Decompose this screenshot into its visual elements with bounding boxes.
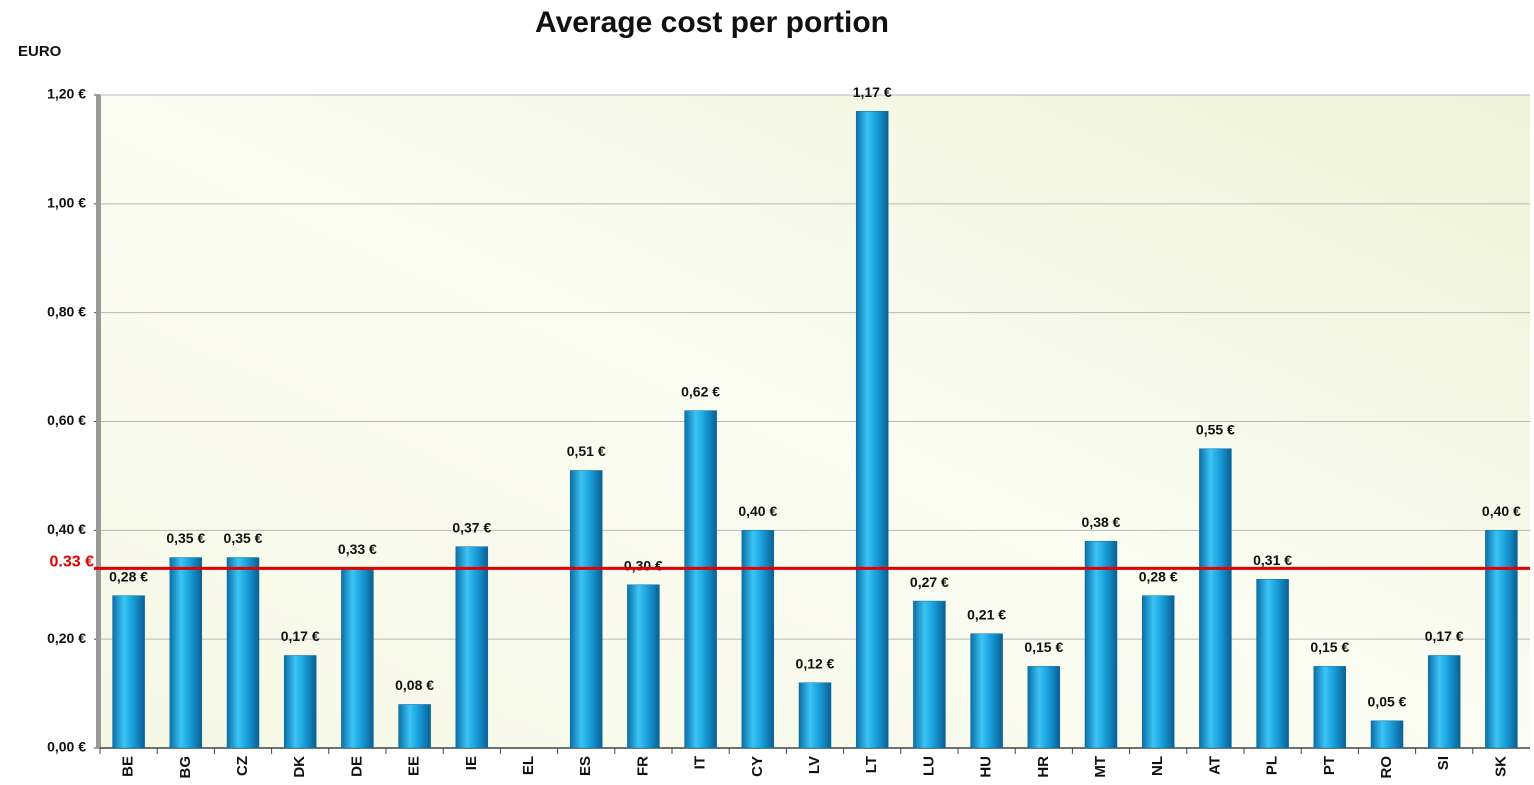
bar (1084, 540, 1118, 749)
value-label: 0,38 € (1082, 514, 1121, 530)
value-label: 0,17 € (1425, 628, 1464, 644)
bar (684, 410, 717, 749)
x-tick-label: ES (577, 756, 594, 776)
bar (455, 546, 489, 749)
value-label: 0,37 € (452, 519, 491, 535)
value-label: 0,28 € (109, 568, 148, 584)
bar (855, 111, 889, 749)
value-label: 0,40 € (1482, 503, 1521, 519)
value-label: 0,40 € (738, 503, 777, 519)
bar (798, 682, 832, 749)
x-tick-label: FR (634, 756, 651, 776)
chart-title: Average cost per portion (535, 6, 889, 39)
y-axis-label: EURO (18, 43, 62, 60)
reference-label: 0.33 € (50, 554, 95, 571)
x-tick-label: IT (692, 756, 709, 769)
value-label: 0,15 € (1024, 639, 1063, 655)
bar (1199, 448, 1232, 749)
x-tick-label: CZ (234, 756, 251, 776)
bar (627, 584, 660, 749)
value-label: 0,17 € (281, 628, 320, 644)
x-tick-label: PT (1321, 756, 1338, 775)
x-tick-label: SI (1435, 756, 1452, 770)
value-label: 0,35 € (166, 530, 205, 546)
bar (970, 633, 1003, 749)
bar (1027, 666, 1061, 749)
bar (283, 655, 317, 749)
y-tick-label: 0,60 € (47, 412, 86, 428)
value-label: 0,27 € (910, 574, 949, 590)
y-tick-label: 0,80 € (47, 303, 86, 319)
bar (169, 557, 203, 749)
x-tick-label: PL (1264, 756, 1281, 775)
bar (226, 557, 260, 749)
x-tick-label: IE (463, 756, 480, 770)
value-label: 1,17 € (853, 84, 892, 100)
x-tick-label: LU (920, 756, 937, 776)
x-tick-label: MT (1092, 756, 1109, 778)
bar (398, 704, 431, 749)
x-tick-label: DK (291, 756, 308, 778)
bar (1485, 530, 1518, 749)
value-label: 0,51 € (567, 443, 606, 459)
y-tick-label: 1,20 € (47, 86, 86, 102)
y-tick-label: 0,40 € (47, 521, 86, 537)
value-label: 0,21 € (967, 606, 1006, 622)
bar (341, 568, 374, 749)
value-label: 0,62 € (681, 383, 720, 399)
value-label: 0,28 € (1139, 568, 1178, 584)
x-tick-label: RO (1378, 756, 1395, 779)
x-tick-label: HU (978, 756, 995, 778)
bar (1256, 579, 1289, 749)
y-tick-label: 1,00 € (47, 195, 86, 211)
y-tick-label: 0,00 € (47, 739, 86, 755)
x-tick-label: LT (863, 756, 880, 773)
x-tick-label: DE (348, 756, 365, 777)
bar (112, 595, 145, 749)
value-label: 0,05 € (1368, 693, 1407, 709)
x-tick-label: EE (406, 756, 423, 776)
bar (1141, 595, 1175, 749)
value-label: 0,30 € (624, 557, 663, 573)
value-label: 0,55 € (1196, 421, 1235, 437)
value-label: 0,15 € (1310, 639, 1349, 655)
value-label: 0,31 € (1253, 552, 1292, 568)
x-tick-label: BG (177, 756, 194, 779)
x-tick-label: SK (1492, 756, 1509, 777)
value-label: 0,33 € (338, 541, 377, 557)
y-axis (96, 95, 101, 748)
y-tick-label: 0,20 € (47, 630, 86, 646)
x-tick-label: NL (1149, 756, 1166, 776)
x-tick-label: HR (1035, 756, 1052, 778)
value-label: 0,12 € (796, 655, 835, 671)
bar (569, 470, 603, 749)
x-tick-label: LV (806, 756, 823, 774)
bar (1370, 720, 1404, 749)
value-label: 0,35 € (224, 530, 263, 546)
x-tick-label: AT (1206, 756, 1223, 775)
bar (913, 600, 946, 749)
bar (1427, 655, 1461, 749)
x-tick-label: EL (520, 756, 537, 775)
value-label: 0,08 € (395, 677, 434, 693)
bar (1313, 666, 1347, 749)
x-tick-label: BE (120, 756, 137, 777)
x-tick-label: CY (749, 756, 766, 777)
bar (741, 530, 775, 749)
